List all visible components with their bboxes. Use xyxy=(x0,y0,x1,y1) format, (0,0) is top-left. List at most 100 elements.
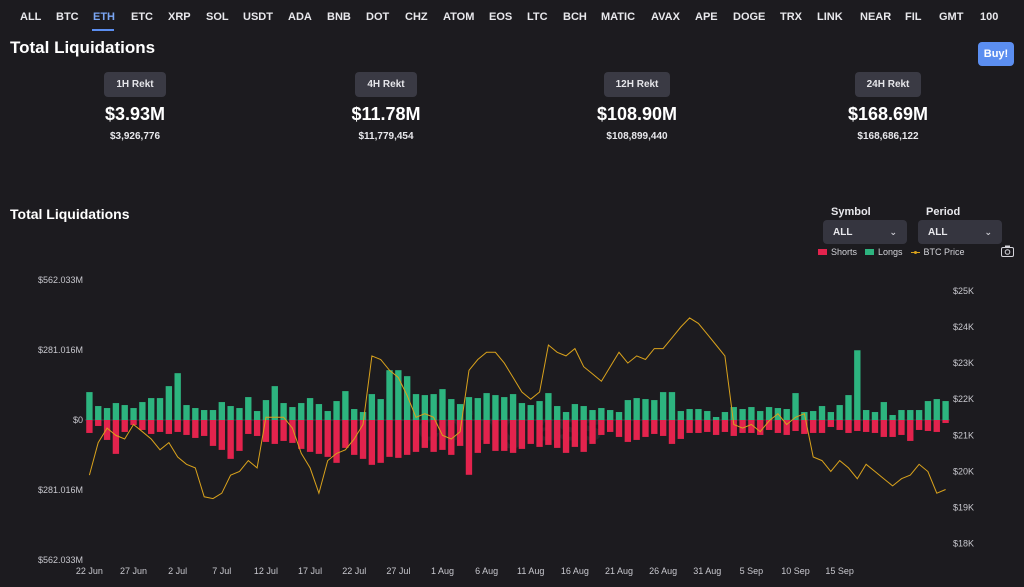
tab-btc[interactable]: BTC xyxy=(56,11,79,23)
tab-etc[interactable]: ETC xyxy=(131,11,153,23)
short-bar xyxy=(924,420,932,431)
short-bar xyxy=(536,420,543,447)
tab-eos[interactable]: EOS xyxy=(489,11,513,23)
short-bar xyxy=(492,420,499,451)
period-select[interactable]: ALL ⌄ xyxy=(918,220,1002,244)
tab-doge[interactable]: DOGE xyxy=(733,11,766,23)
period-select-value: ALL xyxy=(928,226,948,238)
short-bar xyxy=(200,420,208,436)
buy-button[interactable]: Buy! xyxy=(978,42,1014,66)
tab-xrp[interactable]: XRP xyxy=(168,11,191,23)
long-bar xyxy=(933,399,940,420)
long-bar xyxy=(271,386,278,420)
tab-sol[interactable]: SOL xyxy=(206,11,229,23)
short-bar xyxy=(580,420,587,452)
tab-trx[interactable]: TRX xyxy=(780,11,802,23)
stat-label: 24H Rekt xyxy=(854,72,922,97)
short-bar xyxy=(174,420,181,432)
long-bar xyxy=(192,408,199,420)
short-bar xyxy=(430,420,437,452)
stat-label: 12H Rekt xyxy=(603,72,671,97)
stat-label: 1H Rekt xyxy=(104,72,166,97)
short-bar xyxy=(845,420,852,433)
long-bar xyxy=(209,410,217,420)
tab-100[interactable]: 100 xyxy=(980,11,999,23)
long-bar xyxy=(200,410,208,420)
tab-all[interactable]: ALL xyxy=(20,11,42,23)
short-bar xyxy=(615,420,623,437)
stat-label: 4H Rekt xyxy=(355,72,417,97)
tab-bnb[interactable]: BNB xyxy=(327,11,351,23)
long-bar xyxy=(695,409,702,420)
tab-link[interactable]: LINK xyxy=(817,11,843,23)
legend-item-longs[interactable]: Longs xyxy=(865,247,903,257)
long-bar xyxy=(633,398,640,420)
tab-bch[interactable]: BCH xyxy=(563,11,587,23)
x-axis-tick: 5 Sep xyxy=(740,566,764,576)
short-bar xyxy=(280,420,287,441)
long-bar xyxy=(615,412,623,420)
legend-item-shorts[interactable]: Shorts xyxy=(818,247,857,257)
long-bar xyxy=(686,409,693,420)
long-bar xyxy=(545,393,552,420)
chart-title: Total Liquidations xyxy=(10,206,130,222)
tab-gmt[interactable]: GMT xyxy=(939,11,964,23)
tab-atom[interactable]: ATOM xyxy=(443,11,475,23)
chart-legend: Shorts Longs BTC Price xyxy=(818,247,973,257)
camera-icon[interactable] xyxy=(1001,245,1014,257)
short-bar xyxy=(677,420,684,439)
x-axis-tick: 27 Jul xyxy=(386,566,410,576)
long-bar xyxy=(536,401,543,420)
tab-ada[interactable]: ADA xyxy=(288,11,312,23)
short-bar xyxy=(342,420,349,448)
right-axis-tick: $25K xyxy=(953,286,974,296)
tab-near[interactable]: NEAR xyxy=(860,11,892,23)
long-bar xyxy=(492,395,499,420)
short-bar xyxy=(633,420,640,440)
chevron-down-icon: ⌄ xyxy=(984,226,992,237)
short-bar xyxy=(704,420,711,432)
short-bar xyxy=(324,420,331,457)
tab-usdt[interactable]: USDT xyxy=(243,11,273,23)
long-bar xyxy=(351,409,358,420)
long-bar xyxy=(598,408,605,420)
short-bar xyxy=(95,420,102,426)
tab-eth[interactable]: ETH xyxy=(93,11,115,23)
tab-matic[interactable]: MATIC xyxy=(601,11,636,23)
long-bar xyxy=(765,407,773,420)
long-bar xyxy=(403,376,411,420)
long-bar xyxy=(836,405,843,420)
stat-value: $108.90M xyxy=(596,104,678,124)
stat-exact-value: $168,686,122 xyxy=(857,131,919,142)
tab-avax[interactable]: AVAX xyxy=(651,11,680,23)
tab-chz[interactable]: CHZ xyxy=(405,11,428,23)
long-bar xyxy=(712,417,720,420)
short-bar xyxy=(907,420,914,441)
tab-dot[interactable]: DOT xyxy=(366,11,390,23)
short-bar xyxy=(456,420,464,446)
long-bar xyxy=(245,397,252,420)
short-bar xyxy=(783,420,790,435)
symbol-select[interactable]: ALL ⌄ xyxy=(823,220,907,244)
long-bar xyxy=(580,406,587,420)
legend-label: Longs xyxy=(878,247,903,257)
long-bar xyxy=(659,392,667,420)
long-bar xyxy=(448,399,455,420)
long-bar xyxy=(871,412,879,420)
short-bar xyxy=(774,420,782,433)
x-axis-tick: 27 Jun xyxy=(120,566,147,576)
legend-item-btc-price[interactable]: BTC Price xyxy=(910,247,965,257)
short-bar xyxy=(668,420,676,444)
long-bar xyxy=(236,408,243,420)
short-bar xyxy=(571,420,579,447)
short-bar xyxy=(306,420,314,452)
stat-card-24h: 24H Rekt $168.69M $168,686,122 xyxy=(808,72,968,142)
tab-ape[interactable]: APE xyxy=(695,11,718,23)
short-bar xyxy=(262,420,270,442)
short-bar xyxy=(289,420,296,443)
tab-fil[interactable]: FIL xyxy=(905,11,922,23)
long-bar xyxy=(183,405,190,420)
long-bar xyxy=(130,408,137,420)
tab-ltc[interactable]: LTC xyxy=(527,11,548,23)
long-bar xyxy=(227,406,234,420)
